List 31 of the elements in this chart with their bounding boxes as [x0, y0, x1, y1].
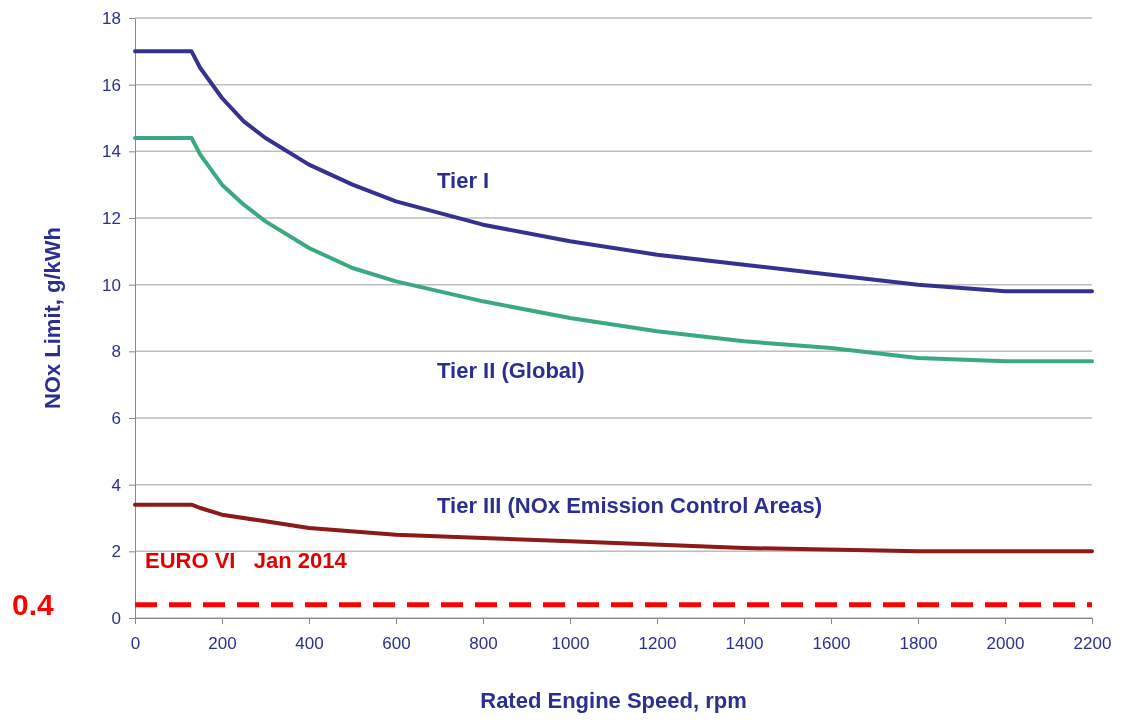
y-tick-label: 8	[111, 342, 121, 362]
x-tick-label: 800	[469, 634, 498, 654]
series-label: Tier I	[437, 168, 490, 193]
y-tick-label: 14	[101, 142, 121, 162]
x-tick-label: 0	[130, 634, 141, 654]
x-axis-title: Rated Engine Speed, rpm	[480, 688, 747, 713]
x-tick-label: 600	[382, 634, 411, 654]
y-tick-label: 18	[101, 8, 121, 28]
y-tick-label: 12	[101, 208, 121, 228]
y-tick-label: 0	[111, 608, 121, 628]
line-series	[133, 136, 1094, 364]
x-tick-label: 400	[295, 634, 324, 654]
y-tick-label: 6	[111, 408, 121, 428]
ref-line-label: 0.4	[12, 587, 55, 621]
x-tick-label: 1800	[899, 634, 938, 654]
series-label: Tier III (NOx Emission Control Areas)	[437, 493, 823, 518]
x-tick-label: 2000	[986, 634, 1025, 654]
y-axis-title: NOx Limit, g/kWh	[40, 226, 65, 410]
series-label: Tier II (Global)	[437, 358, 585, 383]
x-tick-label: 1200	[638, 634, 677, 654]
line-series	[133, 49, 1094, 294]
x-tick-label: 200	[208, 634, 237, 654]
x-tick-label: 1000	[551, 634, 590, 654]
x-tick-label: 1600	[812, 634, 851, 654]
y-tick-label: 4	[111, 475, 121, 495]
x-tick-label: 2200	[1073, 634, 1112, 654]
annotation: EURO VI Jan 2014	[145, 548, 348, 573]
x-tick-label: 1400	[725, 634, 764, 654]
y-tick-label: 10	[101, 275, 121, 295]
y-tick-label: 16	[101, 75, 121, 95]
y-tick-label: 2	[111, 542, 121, 562]
